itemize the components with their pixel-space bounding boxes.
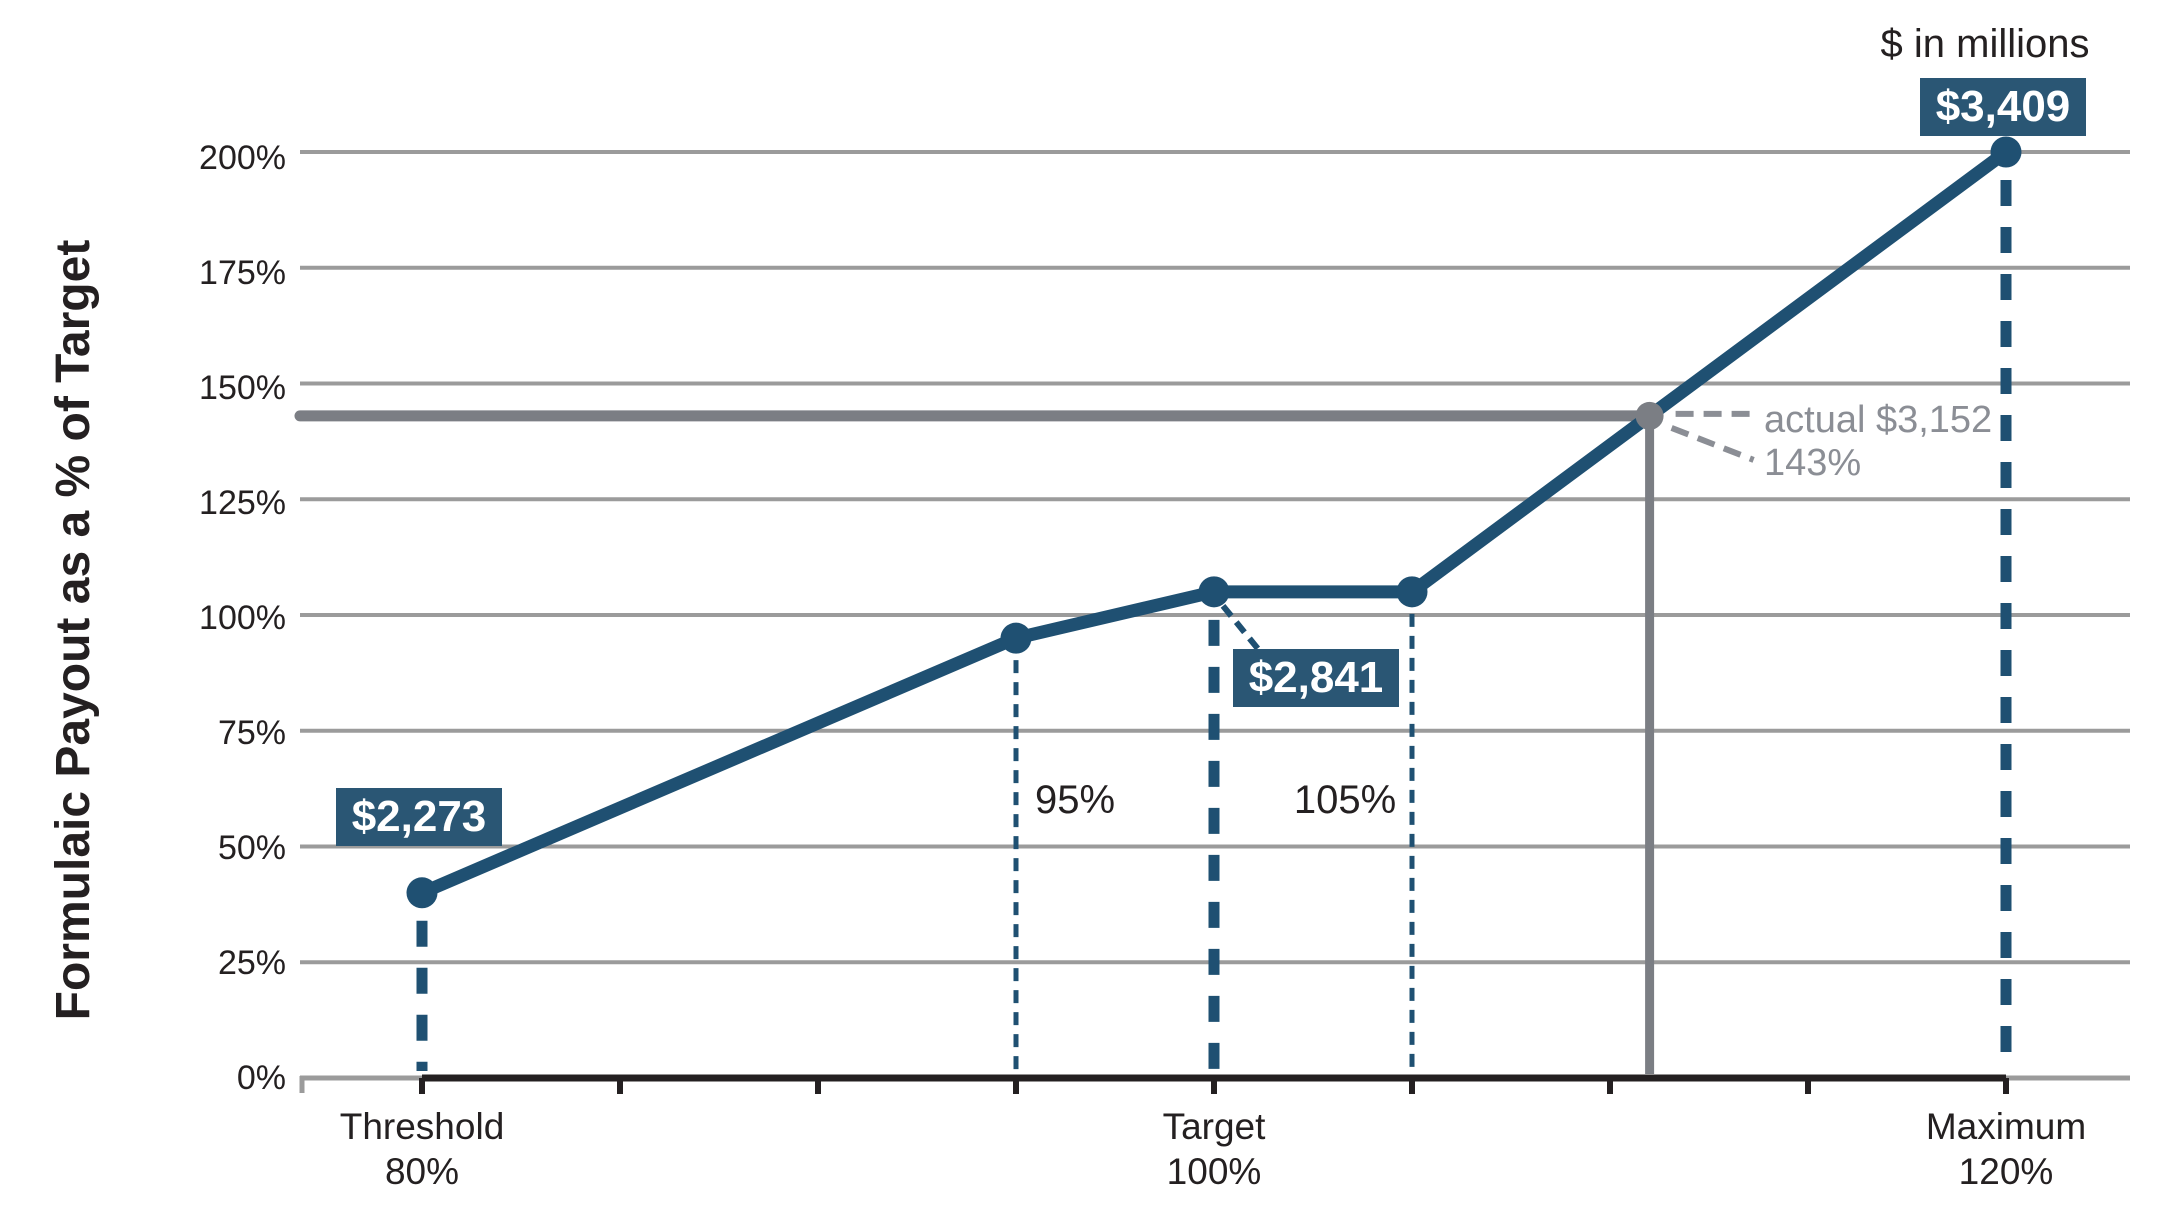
x-label-target-line1: Target <box>1162 1106 1266 1147</box>
y-tick-label-50: 50% <box>217 829 286 867</box>
x-label-threshold-line2: 80% <box>384 1151 460 1192</box>
value-box-threshold: $2,273 <box>336 788 502 846</box>
units-note: $ in millions <box>1880 22 2090 66</box>
x-label-threshold: Threshold 80% <box>252 1104 592 1194</box>
inner-label-105pct: 105% <box>1293 778 1397 822</box>
payout-line <box>406 136 2022 909</box>
actual-value-annotation: actual $3,152 <box>1764 399 1993 441</box>
value-box-target: $2,841 <box>1233 649 1399 707</box>
leader-lines <box>1220 410 1755 656</box>
y-tick-label-150: 150% <box>199 369 286 407</box>
x-axis <box>299 1074 2130 1094</box>
y-tick-label-0: 0% <box>236 1059 286 1097</box>
y-axis-title: Formulaic Payout as a % of Target <box>47 239 100 1021</box>
x-label-target: Target 100% <box>1044 1104 1384 1194</box>
value-box-maximum: $3,409 <box>1920 78 2086 136</box>
x-label-maximum: Maximum 120% <box>1836 1104 2176 1194</box>
inner-label-95pct: 95% <box>1034 778 1116 822</box>
y-tick-label-25: 25% <box>217 944 286 982</box>
x-label-target-line2: 100% <box>1166 1151 1262 1192</box>
x-label-maximum-line2: 120% <box>1958 1151 2054 1192</box>
y-tick-label-100: 100% <box>199 599 286 637</box>
actual-point-marker <box>1635 401 1664 430</box>
gridlines <box>300 150 2130 965</box>
y-tick-label-200: 200% <box>199 139 286 177</box>
dashed-droplines <box>416 180 2012 1071</box>
y-tick-label-75: 75% <box>217 714 286 752</box>
actual-indicator-lines <box>294 410 1656 1074</box>
actual-payout-annotation: 143% <box>1764 442 1862 484</box>
x-label-threshold-line1: Threshold <box>339 1106 505 1147</box>
y-tick-label-125: 125% <box>199 484 286 522</box>
x-label-maximum-line1: Maximum <box>1925 1106 2087 1147</box>
y-tick-label-175: 175% <box>199 254 286 292</box>
